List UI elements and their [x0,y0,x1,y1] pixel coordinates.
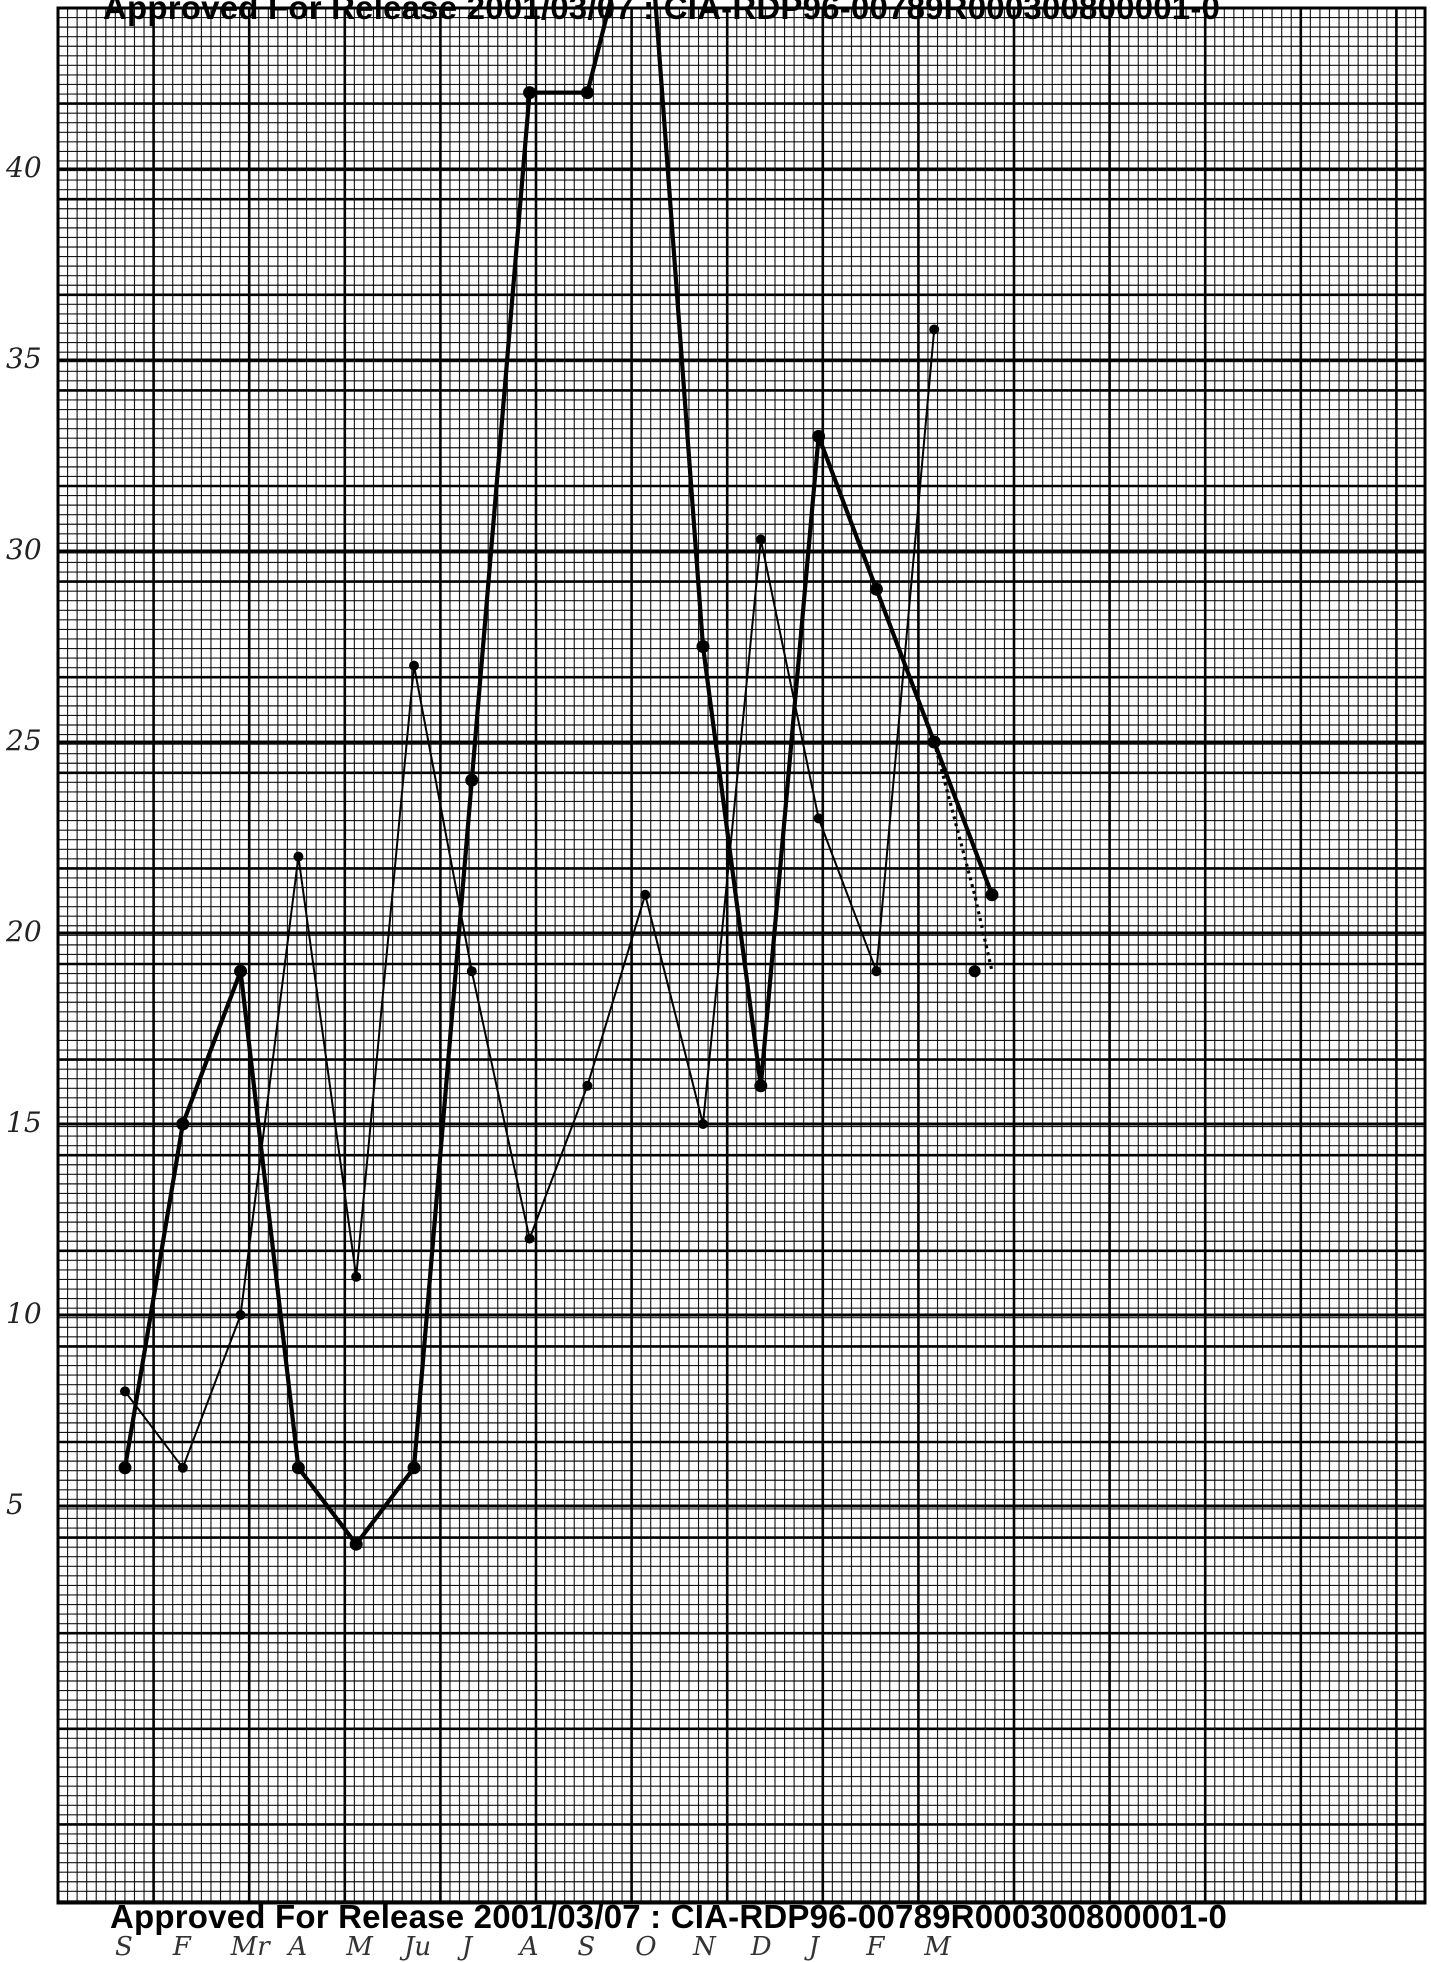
data-point-thin [120,1386,130,1397]
y-tick-label: 25 [5,724,42,757]
y-tick-label: 30 [6,533,42,566]
graph-paper-grid [56,6,1427,1905]
x-tick-label: S [115,1932,133,1962]
data-point-heavy [812,429,826,443]
x-tick-label: F [865,1932,885,1962]
x-tick-label: A [518,1932,539,1962]
data-point-heavy [407,1461,421,1475]
data-point-thin [640,889,651,900]
y-tick-label: 10 [6,1297,42,1330]
data-point-heavy [869,582,883,596]
data-point-thin [813,813,824,824]
y-tick-label: 35 [6,342,42,375]
data-point-heavy [349,1537,363,1551]
series-layer [118,0,999,1551]
y-tick-label: 20 [5,915,42,948]
x-tick-label: J [804,1932,821,1962]
x-tick-label: S [577,1932,595,1962]
data-point-thin [582,1080,593,1091]
data-point-thin [293,851,304,862]
data-point-heavy [754,1079,768,1093]
data-point-thin [871,966,882,977]
data-point-thin [755,534,766,545]
x-tick-label: O [635,1932,656,1962]
x-tick-label: A [286,1932,307,1962]
x-tick-label: F [172,1932,192,1962]
data-point-heavy [465,773,479,787]
data-point-thin [409,660,419,671]
y-tick-label: 15 [6,1106,42,1139]
data-point-heavy [234,964,248,978]
data-point-heavy [985,888,999,902]
footer-release-stamp: Approved For Release 2001/03/07 : CIA-RD… [110,1898,1228,1935]
x-tick-label: Ju [399,1932,431,1962]
data-point-thin [524,1233,535,1244]
data-point-heavy [580,86,594,100]
data-point-thin [177,1462,188,1473]
y-tick-label: 5 [6,1488,24,1521]
x-axis-labels: S F Mr A M Ju J A S O N D J F M [115,1932,952,1962]
y-tick-label: 40 [5,151,42,184]
x-tick-label: J [457,1932,474,1962]
data-point-thin [698,1119,708,1129]
x-tick-label: M [345,1932,374,1962]
y-axis-labels: 5101520253035404550 [5,151,42,1521]
data-point-isolated [968,965,981,978]
data-point-thin [929,324,940,335]
x-tick-label: N [692,1932,717,1962]
data-point-heavy [291,1461,305,1475]
data-point-heavy [523,86,537,100]
data-point-thin [235,1310,246,1320]
data-point-thin [351,1271,362,1282]
data-point-thin [466,966,477,977]
x-tick-label: M [923,1932,952,1962]
data-point-heavy [118,1461,132,1475]
series-line-heavy [122,0,994,1547]
data-point-heavy [176,1117,190,1131]
x-tick-label: D [750,1932,772,1962]
header-release-stamp: Approved For Release 2001/03/07 : CIA-RD… [103,0,1221,26]
series-line-dotted [932,741,994,972]
plot-border [56,6,1427,1905]
x-tick-label: Mr [230,1932,272,1962]
data-point-heavy [696,640,710,653]
